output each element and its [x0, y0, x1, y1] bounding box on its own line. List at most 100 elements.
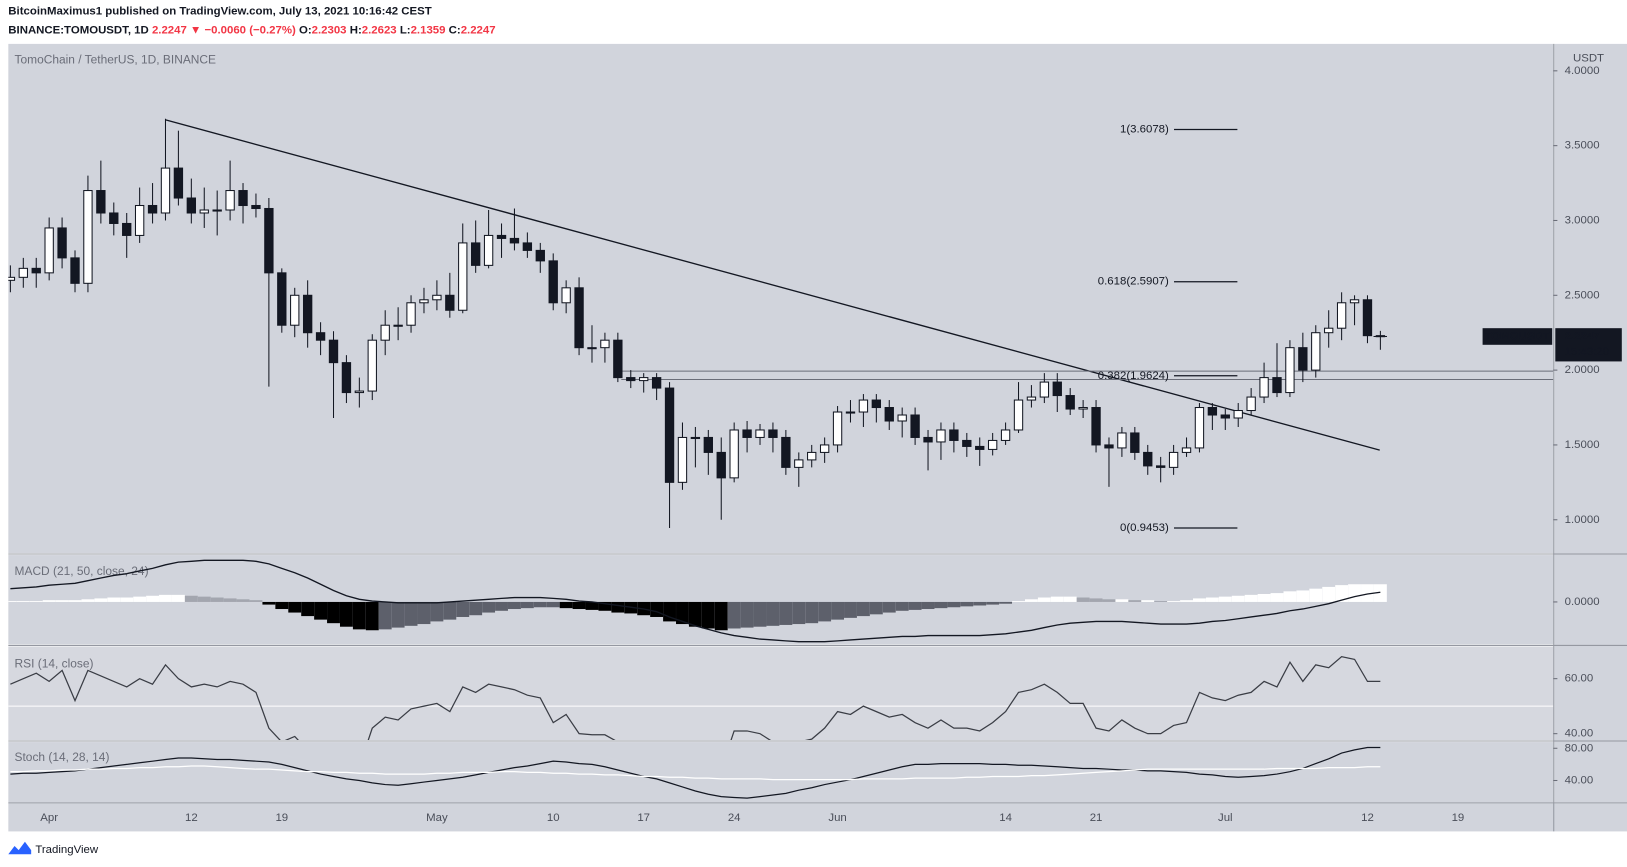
histogram-bar — [443, 601, 457, 620]
candle-body — [251, 204, 261, 210]
candle-body — [768, 429, 778, 438]
candle-body — [651, 377, 662, 389]
histogram-bar — [1050, 596, 1064, 602]
histogram-bar — [1024, 599, 1038, 602]
trendline — [165, 119, 1380, 451]
candle-body — [1104, 444, 1114, 449]
histogram-bar — [8, 601, 17, 602]
ohlc-value: 2.2623 — [362, 24, 397, 36]
candle-body — [83, 190, 93, 284]
price-pane — [8, 43, 1554, 553]
histogram-bar — [895, 601, 909, 611]
price-badge-label: 2.2247 — [1565, 331, 1600, 343]
histogram-bar — [171, 594, 185, 602]
candle-body — [600, 339, 610, 349]
histogram-bar — [1335, 585, 1349, 602]
fib-label: 0.618(2.5907) — [1098, 276, 1169, 288]
histogram-bar — [908, 601, 922, 610]
candle-body — [341, 362, 352, 394]
y-tick-label: 2.0000 — [1565, 364, 1600, 376]
candle-body — [1168, 451, 1179, 468]
candle-body — [199, 209, 209, 214]
candle-body — [8, 276, 16, 281]
symbol-badge-label: TOMOUSDT — [1484, 331, 1549, 343]
candle-body — [522, 242, 533, 251]
price-axis — [1554, 43, 1627, 803]
histogram-bar — [29, 601, 43, 602]
candle-body — [109, 212, 119, 224]
histogram-bar — [1373, 584, 1387, 602]
candle-body — [1207, 407, 1218, 416]
candle-body — [1117, 432, 1127, 449]
candle-body — [1311, 332, 1321, 371]
x-tick-label: Jul — [1218, 812, 1233, 824]
candle-body — [264, 207, 274, 274]
ohlc-label: C: — [449, 24, 461, 36]
histogram-bar — [210, 597, 224, 602]
x-tick-label: May — [426, 812, 448, 824]
symbol-line: BINANCE:TOMOUSDT, 1D 2.2247 ▼ −0.0060 (−… — [8, 24, 495, 36]
histogram-bar — [572, 601, 586, 610]
candle-body — [483, 234, 494, 266]
candle-body — [1362, 299, 1373, 337]
candle-body — [186, 197, 197, 214]
candle-body — [380, 324, 390, 341]
candle-body — [535, 249, 545, 262]
candle-body — [1181, 447, 1192, 453]
histogram-bar — [352, 601, 366, 630]
histogram-bar — [701, 601, 715, 629]
candle-body — [871, 399, 882, 409]
candle-body — [703, 436, 713, 453]
series-line — [10, 559, 1381, 643]
candle-body — [1026, 396, 1037, 401]
histogram-bar — [1154, 601, 1168, 602]
footer-brand: TradingView — [35, 844, 99, 856]
candle-body — [962, 439, 972, 447]
histogram-bar — [1180, 600, 1193, 602]
histogram-bar — [585, 601, 599, 610]
y-tick-label: 3.5000 — [1565, 140, 1600, 152]
histogram-bar — [184, 595, 198, 602]
histogram-bar — [1193, 598, 1206, 602]
histogram-bar — [1115, 599, 1129, 602]
candle-body — [1039, 381, 1050, 398]
histogram-bar — [740, 601, 754, 628]
histogram-bar — [146, 595, 160, 602]
candle-body — [225, 190, 235, 211]
y-tick-label: 40.00 — [1565, 728, 1594, 740]
candle-body — [755, 429, 765, 438]
candle-body — [897, 414, 907, 422]
candle-body — [819, 444, 830, 453]
histogram-bar — [844, 601, 857, 618]
candle-body — [975, 445, 985, 450]
ohlc-value: 2.2247 — [461, 24, 496, 36]
series-line — [10, 765, 1381, 781]
x-tick-label: 19 — [275, 812, 288, 824]
histogram-bar — [81, 599, 95, 602]
ohlc-label: L: — [400, 24, 411, 36]
y-tick-label: 80.00 — [1565, 742, 1594, 754]
histogram-bar — [1063, 596, 1077, 602]
y-tick-label: 1.5000 — [1565, 439, 1600, 451]
candle-body — [238, 190, 248, 207]
histogram-bar — [727, 601, 741, 629]
histogram-bar — [55, 600, 69, 602]
change: ▼ −0.0060 (−0.27%) — [190, 24, 296, 36]
histogram-bar — [676, 601, 689, 625]
candle-body — [1143, 451, 1153, 467]
histogram-bar — [236, 599, 250, 602]
histogram-bar — [714, 601, 728, 631]
histogram-bar — [1205, 597, 1219, 602]
candle-body — [613, 339, 623, 379]
candle-body — [626, 377, 636, 382]
histogram-bar — [882, 601, 896, 613]
histogram-bar — [960, 601, 974, 607]
histogram-bar — [314, 601, 328, 620]
x-tick-label: 24 — [728, 812, 741, 824]
candle-body — [432, 294, 442, 301]
histogram-bar — [999, 601, 1013, 604]
plot-area — [10, 746, 1381, 799]
candle-body — [587, 347, 597, 350]
histogram-bar — [766, 601, 780, 626]
histogram-bar — [120, 597, 134, 602]
